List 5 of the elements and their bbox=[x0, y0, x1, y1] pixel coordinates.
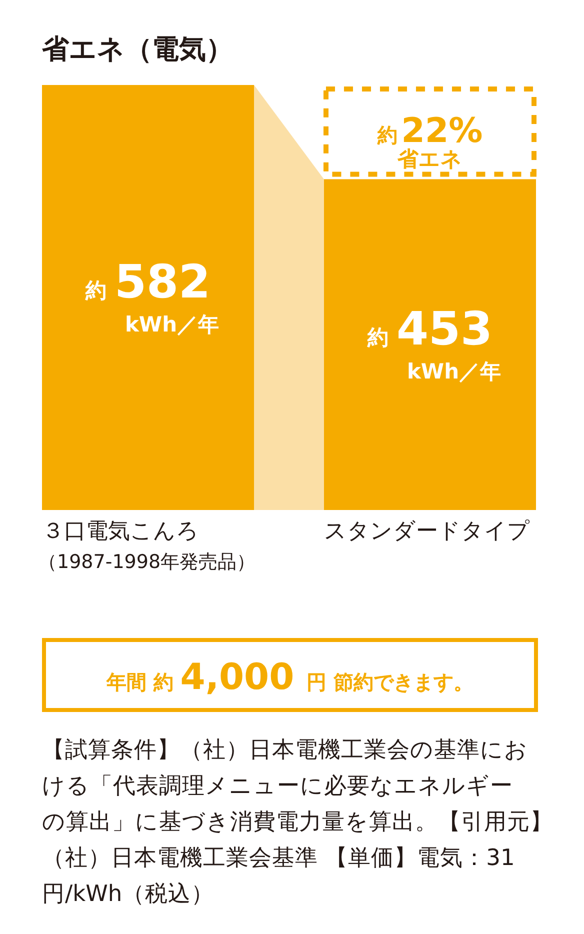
x-tick-label: スタンダードタイプ bbox=[324, 519, 530, 544]
text: 年間 約 4,000 円 節約できます。 bbox=[105, 657, 474, 698]
text: 【試算条件】（社）日本電機工業会の基準における「代表調理メニューに必要なエネルギーの算出」に基づき消費電力量を算出。【引用元】（社）日本電機工業会基準 【単価】電気：31円/kWh（税込） bbox=[42, 737, 553, 907]
x-tick-label: ３口電気こんろ（1987-1998年発売品） bbox=[38, 519, 256, 573]
chart-title: 省エネ（電気） bbox=[41, 34, 233, 65]
